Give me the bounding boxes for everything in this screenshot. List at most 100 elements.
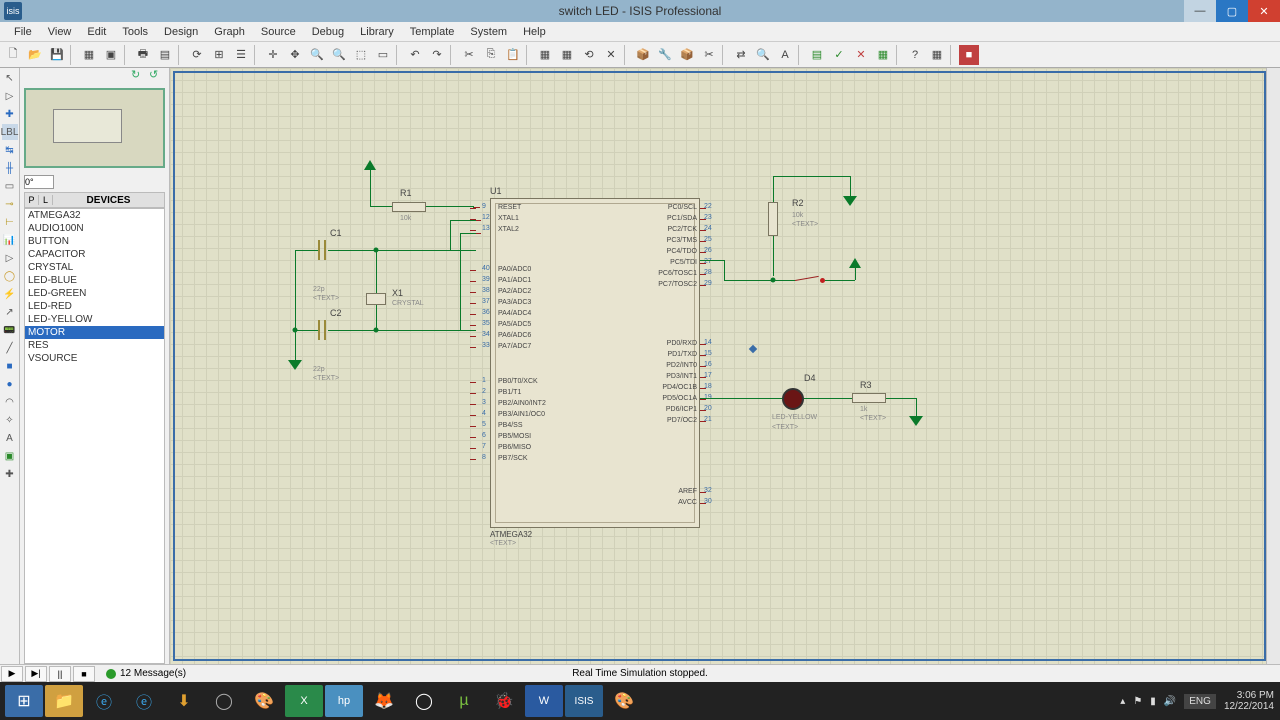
tray-flag-icon[interactable]: ⚑ xyxy=(1133,696,1142,707)
selection-mode-icon[interactable]: ↖ xyxy=(2,70,18,86)
menu-tools[interactable]: Tools xyxy=(114,24,156,40)
search-icon[interactable]: 🔍 xyxy=(753,45,773,65)
task-ie2-icon[interactable]: ⓔ xyxy=(125,685,163,717)
device-item[interactable]: AUDIO100N xyxy=(25,222,164,235)
task-utorrent-icon[interactable]: µ xyxy=(445,685,483,717)
menu-library[interactable]: Library xyxy=(352,24,402,40)
generator-icon[interactable]: ◯ xyxy=(2,268,18,284)
task-word-icon[interactable]: W xyxy=(525,685,563,717)
block-copy-icon[interactable]: ▦ xyxy=(535,45,555,65)
cut-icon[interactable]: ✂ xyxy=(459,45,479,65)
pan-icon[interactable]: ✥ xyxy=(285,45,305,65)
resistor-r3[interactable] xyxy=(852,393,886,403)
sim-stop-button[interactable]: ■ xyxy=(73,666,95,682)
2d-path-icon[interactable]: ✧ xyxy=(2,412,18,428)
copy-icon[interactable]: ⎘ xyxy=(481,45,501,65)
netlist-icon[interactable]: ✕ xyxy=(851,45,871,65)
sim-messages[interactable]: 12 Message(s) xyxy=(106,668,186,679)
menu-source[interactable]: Source xyxy=(253,24,304,40)
block-rotate-icon[interactable]: ⟲ xyxy=(579,45,599,65)
block-delete-icon[interactable]: ✕ xyxy=(601,45,621,65)
block-move-icon[interactable]: ▦ xyxy=(557,45,577,65)
task-app1-icon[interactable]: ◯ xyxy=(205,685,243,717)
tape-icon[interactable]: ▷ xyxy=(2,250,18,266)
2d-circle-icon[interactable]: ● xyxy=(2,376,18,392)
grid-icon[interactable]: ⊞ xyxy=(209,45,229,65)
current-probe-icon[interactable]: ↗ xyxy=(2,304,18,320)
new-icon[interactable]: 🗋 xyxy=(3,45,23,65)
decompose-icon[interactable]: ✂ xyxy=(699,45,719,65)
task-isis-icon[interactable]: ISIS xyxy=(565,685,603,717)
device-item[interactable]: LED-RED xyxy=(25,300,164,313)
led-d4[interactable] xyxy=(782,388,804,410)
2d-line-icon[interactable]: ╱ xyxy=(2,340,18,356)
symbol-icon[interactable]: ▣ xyxy=(2,448,18,464)
3d-icon[interactable]: ▦ xyxy=(927,45,947,65)
vertical-scrollbar[interactable] xyxy=(1266,68,1280,664)
task-chrome-icon[interactable]: ◯ xyxy=(405,685,443,717)
make-icon[interactable]: 🔧 xyxy=(655,45,675,65)
packaging-icon[interactable]: 📦 xyxy=(677,45,697,65)
capacitor-c1[interactable] xyxy=(318,240,328,260)
tray-network-icon[interactable]: ▮ xyxy=(1150,696,1156,707)
switch[interactable] xyxy=(795,276,825,286)
capacitor-c2[interactable] xyxy=(318,320,328,340)
pick-icon[interactable]: 📦 xyxy=(633,45,653,65)
undo-icon[interactable]: ↶ xyxy=(405,45,425,65)
zoom-in-icon[interactable]: 🔍 xyxy=(307,45,327,65)
sim-pause-button[interactable]: || xyxy=(49,666,71,682)
task-bug-icon[interactable]: 🐞 xyxy=(485,685,523,717)
zoom-area-icon[interactable]: ▭ xyxy=(373,45,393,65)
maximize-button[interactable]: ▢ xyxy=(1216,0,1248,22)
tray-volume-icon[interactable]: 🔊 xyxy=(1164,696,1176,707)
redo-icon[interactable]: ↷ xyxy=(427,45,447,65)
rotation-input[interactable] xyxy=(24,175,54,189)
task-download-icon[interactable]: ⬇ xyxy=(165,685,203,717)
layers-icon[interactable]: ☰ xyxy=(231,45,251,65)
device-item[interactable]: CRYSTAL xyxy=(25,261,164,274)
menu-edit[interactable]: Edit xyxy=(79,24,114,40)
ares-icon[interactable]: ▦ xyxy=(873,45,893,65)
paste-icon[interactable]: 📋 xyxy=(503,45,523,65)
clock[interactable]: 3:06 PM 12/22/2014 xyxy=(1224,690,1274,712)
2d-text-icon[interactable]: A xyxy=(2,430,18,446)
origin-icon[interactable]: ✛ xyxy=(263,45,283,65)
resistor-r1[interactable] xyxy=(392,202,426,212)
device-item[interactable]: ATMEGA32 xyxy=(25,209,164,222)
crystal-x1[interactable] xyxy=(366,293,386,305)
zoom-all-icon[interactable]: ⬚ xyxy=(351,45,371,65)
graph-icon[interactable]: 📊 xyxy=(2,232,18,248)
menu-debug[interactable]: Debug xyxy=(304,24,352,40)
resistor-r2[interactable] xyxy=(768,202,778,236)
devices-l-button[interactable]: L xyxy=(39,195,53,205)
menu-view[interactable]: View xyxy=(40,24,80,40)
rotate-ccw-icon[interactable]: ↺ xyxy=(149,68,165,84)
overview-panel[interactable] xyxy=(24,88,165,168)
devices-p-button[interactable]: P xyxy=(25,195,39,205)
voltage-probe-icon[interactable]: ⚡ xyxy=(2,286,18,302)
stop-sim-icon[interactable]: ■ xyxy=(959,45,979,65)
task-ie-icon[interactable]: ⓔ xyxy=(85,685,123,717)
menu-graph[interactable]: Graph xyxy=(206,24,253,40)
language-indicator[interactable]: ENG xyxy=(1184,694,1216,709)
menu-system[interactable]: System xyxy=(462,24,515,40)
tray-up-icon[interactable]: ▴ xyxy=(1120,696,1125,707)
zoom-out-icon[interactable]: 🔍 xyxy=(329,45,349,65)
device-item[interactable]: CAPACITOR xyxy=(25,248,164,261)
component-mode-icon[interactable]: ▷ xyxy=(2,88,18,104)
task-paint-icon[interactable]: 🎨 xyxy=(605,685,643,717)
pin-icon[interactable]: ⊢ xyxy=(2,214,18,230)
device-item-selected[interactable]: MOTOR xyxy=(25,326,164,339)
print-icon[interactable]: 🖶 xyxy=(133,45,153,65)
bus-icon[interactable]: ╫ xyxy=(2,160,18,176)
refresh-icon[interactable]: ⟳ xyxy=(187,45,207,65)
device-item[interactable]: BUTTON xyxy=(25,235,164,248)
marker-icon[interactable]: ✚ xyxy=(2,466,18,482)
junction-icon[interactable]: ✚ xyxy=(2,106,18,122)
open-icon[interactable]: 📂 xyxy=(25,45,45,65)
devices-list[interactable]: ATMEGA32 AUDIO100N BUTTON CAPACITOR CRYS… xyxy=(24,208,165,664)
task-excel-icon[interactable]: X xyxy=(285,685,323,717)
task-app2-icon[interactable]: 🎨 xyxy=(245,685,283,717)
section-icon[interactable]: ▦ xyxy=(79,45,99,65)
save-icon[interactable]: 💾 xyxy=(47,45,67,65)
